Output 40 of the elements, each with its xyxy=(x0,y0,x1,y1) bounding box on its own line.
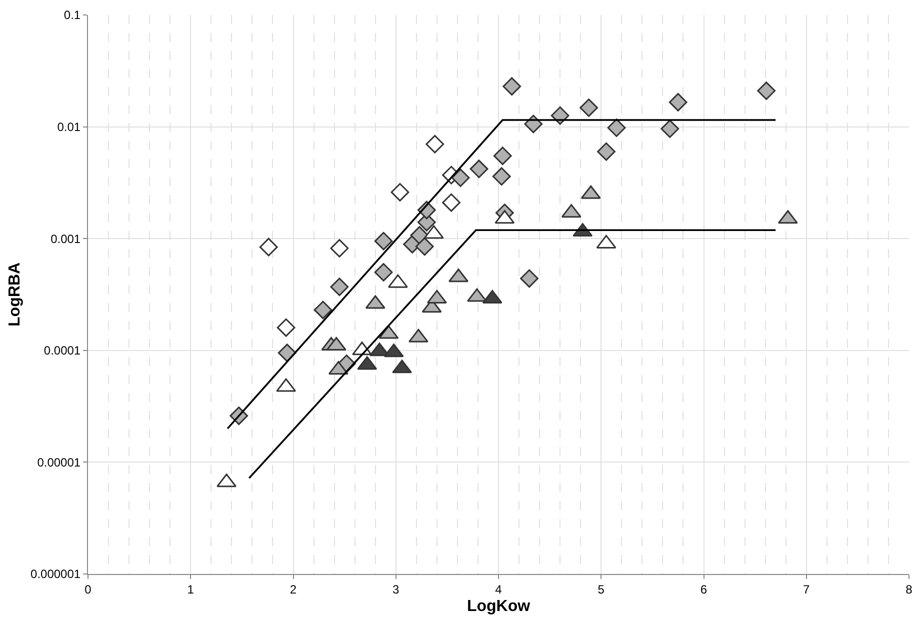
point xyxy=(374,263,393,282)
point xyxy=(580,98,598,117)
point xyxy=(493,146,512,166)
y-tick-label: 0.01 xyxy=(57,120,81,134)
x-tick-label: 0 xyxy=(84,582,92,596)
point xyxy=(502,77,522,96)
point xyxy=(276,318,296,337)
y-axis-title: LogRBA xyxy=(6,262,24,326)
x-tick-label: 2 xyxy=(290,582,297,596)
y-tick-label: 0.0001 xyxy=(44,344,81,358)
y-tick-label: 0.000001 xyxy=(30,567,81,582)
point xyxy=(470,160,488,178)
point xyxy=(426,134,444,154)
y-tick-label: 0.1 xyxy=(64,8,81,22)
x-tick-label: 8 xyxy=(906,582,913,596)
x-axis-title: LogKow xyxy=(466,598,531,616)
point xyxy=(607,118,626,137)
point xyxy=(330,239,349,258)
x-tick-label: 3 xyxy=(392,582,400,596)
point xyxy=(415,237,434,256)
x-tick-label: 7 xyxy=(803,582,810,596)
x-tick-label: 1 xyxy=(187,582,194,596)
point xyxy=(597,142,616,161)
point xyxy=(314,300,332,320)
point xyxy=(330,278,349,296)
point xyxy=(660,120,680,138)
y-tick-label: 0.001 xyxy=(50,232,81,246)
point xyxy=(492,167,511,186)
point xyxy=(374,232,393,250)
y-tick-label: 0.00001 xyxy=(37,455,81,470)
x-tick-label: 6 xyxy=(700,582,708,596)
point xyxy=(390,183,410,202)
point xyxy=(757,82,776,100)
point xyxy=(520,269,538,288)
point xyxy=(451,168,470,187)
point xyxy=(442,193,460,212)
point xyxy=(259,238,278,256)
x-tick-label: 5 xyxy=(598,582,605,596)
x-tick-label: 4 xyxy=(495,582,502,596)
point xyxy=(668,92,688,112)
